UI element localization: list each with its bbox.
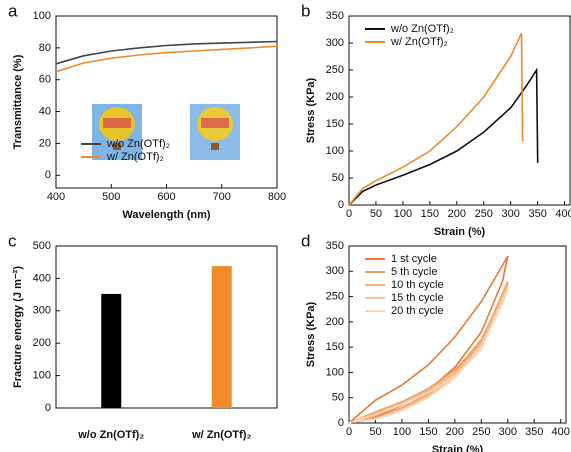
series-line	[348, 32, 524, 206]
bar	[211, 266, 232, 408]
legend-label: 5 th cycle	[391, 266, 437, 278]
x-axis-label: Wavelength (nm)	[122, 209, 211, 221]
x-tick-label: 200	[446, 426, 464, 438]
x-tick-label: 800	[268, 191, 286, 203]
x-tick-label: 400	[47, 191, 65, 203]
x-tick-label: 350	[525, 426, 543, 438]
x-tick-label: 200	[448, 208, 466, 220]
y-tick-label: 400	[33, 272, 51, 284]
plot-frame	[348, 245, 567, 424]
y-tick-label: 250	[326, 64, 344, 76]
plot-frame	[348, 15, 571, 206]
x-axis-label: Strain (%)	[432, 444, 484, 452]
plot-frame	[55, 245, 278, 409]
balloon-photo	[92, 104, 142, 160]
y-tick-label: 0	[45, 402, 51, 414]
x-tick-label: 150	[421, 208, 439, 220]
panel-label: d	[301, 231, 310, 250]
y-tick-label: 100	[33, 10, 51, 22]
x-tick-label: 100	[394, 208, 412, 220]
y-tick-label: 100	[33, 370, 51, 382]
y-tick-label: 100	[326, 145, 344, 157]
y-tick-label: 300	[326, 265, 344, 277]
y-tick-label: 60	[39, 74, 51, 86]
y-tick-label: 150	[326, 118, 344, 130]
balloon-photo	[190, 104, 240, 160]
y-tick-label: 0	[45, 169, 51, 181]
y-axis-label: Transmittance (%)	[12, 54, 24, 149]
y-tick-label: 300	[33, 305, 51, 317]
bar	[101, 293, 122, 408]
x-tick-label: 300	[499, 426, 517, 438]
x-tick-label: 300	[502, 208, 520, 220]
x-tick-label: 0	[346, 208, 352, 220]
series-line	[348, 67, 539, 206]
x-tick-label: w/ Zn(OTf)₂	[191, 429, 251, 441]
y-tick-label: 40	[39, 105, 51, 117]
x-axis-label: Strain (%)	[434, 226, 486, 238]
y-tick-label: 350	[326, 10, 344, 22]
x-tick-label: 0	[346, 426, 352, 438]
x-tick-label: 400	[555, 208, 571, 220]
legend-label: w/ Zn(OTf)₂	[106, 151, 164, 163]
series-line	[348, 288, 509, 424]
y-axis-label: Stress (KPa)	[305, 77, 317, 143]
x-tick-label: 250	[472, 426, 490, 438]
y-tick-label: 50	[332, 392, 344, 404]
y-tick-label: 0	[338, 417, 344, 429]
x-tick-label: 100	[393, 426, 411, 438]
y-tick-label: 350	[326, 240, 344, 252]
legend-label: 20 th cycle	[391, 305, 444, 317]
x-tick-label: 700	[213, 191, 231, 203]
x-tick-label: 250	[475, 208, 493, 220]
panel-label: c	[8, 231, 17, 250]
legend-label: w/ Zn(OTf)₂	[390, 36, 448, 48]
y-tick-label: 20	[39, 137, 51, 149]
y-tick-label: 250	[326, 290, 344, 302]
x-tick-label: 600	[157, 191, 175, 203]
y-tick-label: 0	[338, 199, 344, 211]
legend-label: 15 th cycle	[391, 292, 444, 304]
y-axis-label: Fracture energy (J m⁻²)	[12, 266, 24, 388]
y-tick-label: 150	[326, 341, 344, 353]
y-tick-label: 80	[39, 42, 51, 54]
y-tick-label: 200	[326, 316, 344, 328]
y-tick-label: 200	[33, 337, 51, 349]
legend-label: 10 th cycle	[391, 279, 444, 291]
y-tick-label: 100	[326, 366, 344, 378]
x-tick-label: 350	[528, 208, 546, 220]
x-tick-label: 150	[419, 426, 437, 438]
y-tick-label: 200	[326, 91, 344, 103]
y-tick-label: 50	[332, 172, 344, 184]
x-tick-label: 400	[552, 426, 570, 438]
series-line	[55, 45, 278, 73]
y-tick-label: 500	[33, 240, 51, 252]
y-axis-label: Stress (KPa)	[305, 301, 317, 367]
y-tick-label: 300	[326, 37, 344, 49]
x-tick-label: 50	[370, 208, 382, 220]
x-tick-label: w/o Zn(OTf)₂	[77, 429, 144, 441]
legend-label: w/o Zn(OTf)₂	[106, 138, 170, 150]
series-line	[55, 40, 278, 65]
panel-label: b	[301, 1, 310, 20]
legend-label: 1 st cycle	[391, 253, 437, 265]
legend-label: w/o Zn(OTf)₂	[390, 23, 454, 35]
x-tick-label: 500	[102, 191, 120, 203]
panel-label: a	[8, 1, 18, 20]
x-tick-label: 50	[369, 426, 381, 438]
